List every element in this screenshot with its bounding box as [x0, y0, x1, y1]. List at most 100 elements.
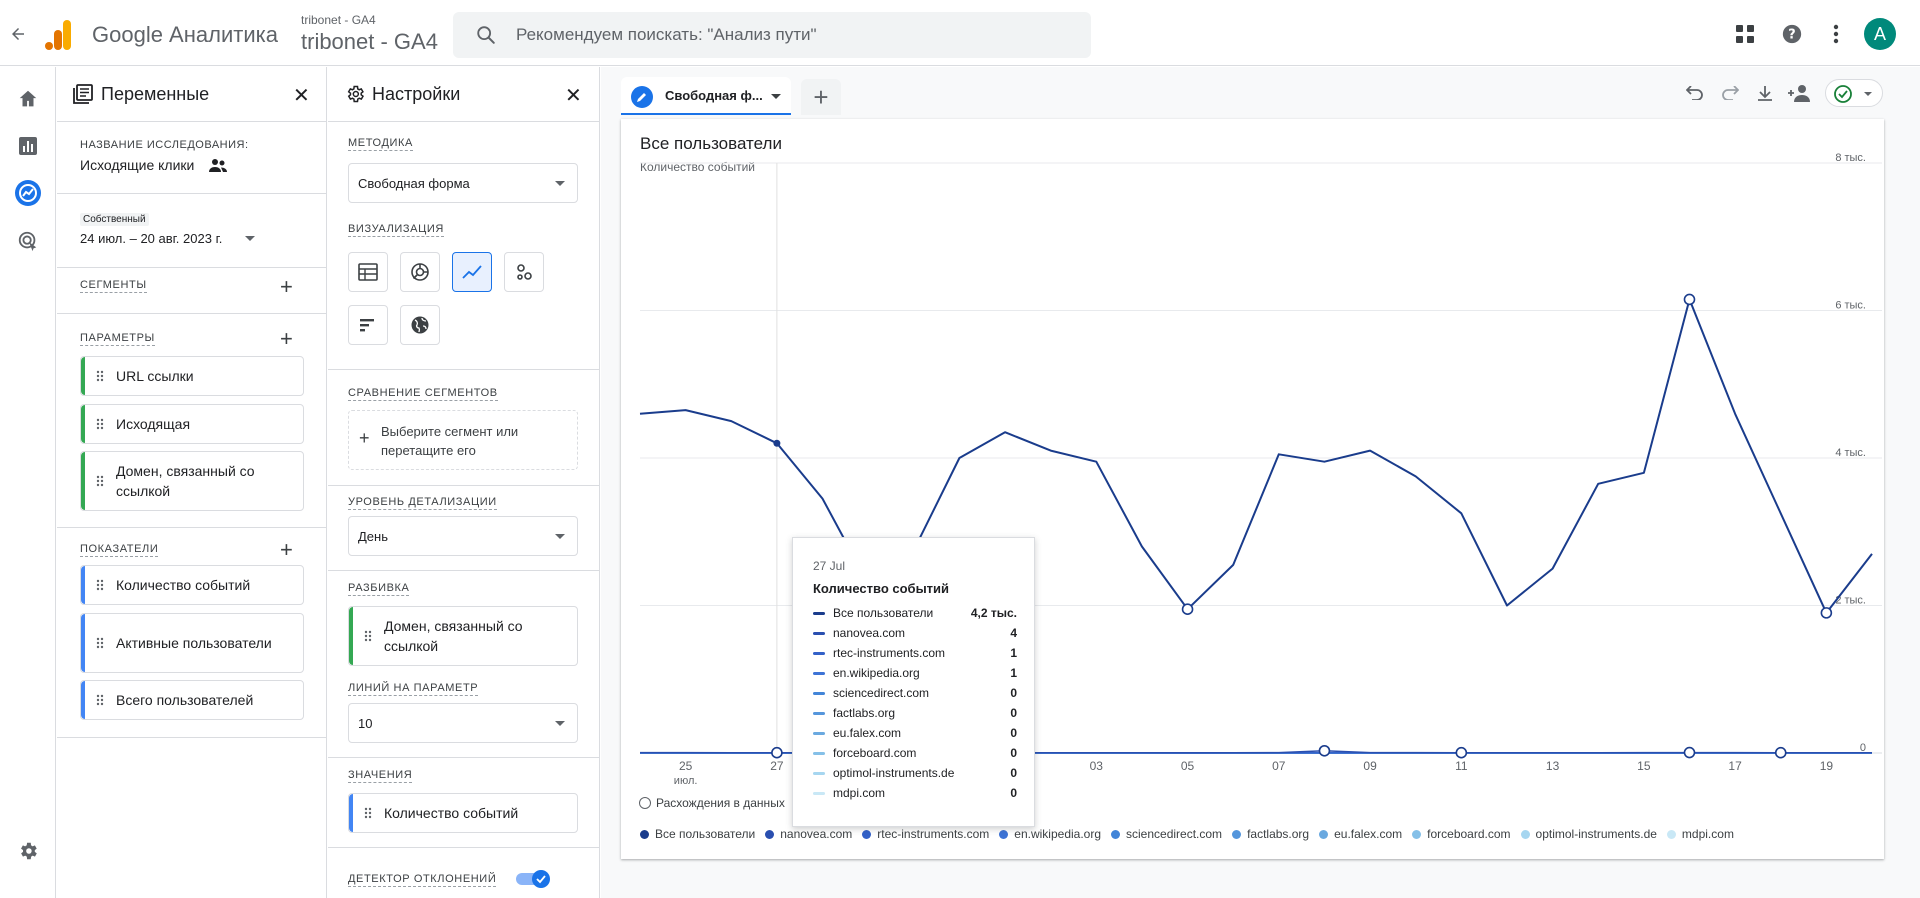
account-name-small[interactable]: tribonet - GA4: [301, 13, 376, 27]
legend-item[interactable]: eu.falex.com: [1319, 827, 1402, 841]
granularity-select[interactable]: День: [348, 516, 578, 556]
x-tick-label: 11: [1455, 759, 1468, 773]
divider: [57, 193, 326, 194]
add-segment-button[interactable]: +: [280, 274, 293, 299]
drag-handle-icon[interactable]: [364, 630, 372, 642]
add-param-button[interactable]: +: [280, 326, 293, 351]
add-metric-button[interactable]: +: [280, 537, 293, 562]
metric-chip[interactable]: Всего пользователей: [80, 680, 304, 720]
redo-icon[interactable]: [1718, 81, 1742, 105]
anomaly-toggle[interactable]: [515, 870, 551, 888]
home-icon[interactable]: [14, 85, 42, 113]
viz-geo-button[interactable]: [400, 305, 440, 345]
date-range[interactable]: 24 июл. – 20 авг. 2023 г.: [80, 231, 223, 246]
more-vert-icon[interactable]: [1824, 22, 1848, 46]
help-icon[interactable]: ?: [1780, 22, 1804, 46]
param-color-bar: [81, 452, 85, 510]
tab-freeform[interactable]: Свободная ф...: [621, 77, 791, 115]
settings-panel-header: Настройки ✕: [328, 67, 599, 122]
drag-handle-icon[interactable]: [96, 637, 104, 649]
search-bar[interactable]: Рекомендуем поискать: "Анализ пути": [453, 12, 1091, 58]
tooltip-series-name: Все пользователи: [833, 606, 934, 620]
params-label: ПАРАМЕТРЫ: [80, 332, 155, 346]
anomaly-point: [1455, 746, 1468, 759]
viz-line-button[interactable]: [452, 252, 492, 292]
close-icon[interactable]: ✕: [293, 85, 310, 107]
line-chart[interactable]: 02 тыс.4 тыс.6 тыс.8 тыс.252729310305070…: [621, 150, 1884, 800]
apps-grid-icon[interactable]: [1733, 22, 1757, 46]
property-selector[interactable]: tribonet - GA4: [301, 29, 438, 54]
viz-donut-button[interactable]: [400, 252, 440, 292]
method-select[interactable]: Свободная форма: [348, 163, 578, 203]
close-icon[interactable]: ✕: [565, 85, 582, 107]
drag-handle-icon[interactable]: [96, 370, 104, 382]
explore-icon[interactable]: [14, 179, 42, 207]
drag-handle-icon[interactable]: [96, 475, 104, 487]
legend-dot: [1520, 829, 1530, 839]
anomaly-point: [1318, 744, 1331, 757]
compare-segments-label: СРАВНЕНИЕ СЕГМЕНТОВ: [348, 387, 498, 401]
metric-chip[interactable]: Количество событий: [80, 565, 304, 605]
status-check-button[interactable]: [1825, 79, 1883, 107]
drag-handle-icon[interactable]: [96, 694, 104, 706]
granularity-label: УРОВЕНЬ ДЕТАЛИЗАЦИИ: [348, 496, 497, 510]
viz-table-button[interactable]: [348, 252, 388, 292]
param-chip[interactable]: Домен, связанный со ссылкой: [80, 451, 304, 511]
chevron-down-icon[interactable]: [245, 236, 255, 241]
drag-handle-icon[interactable]: [96, 418, 104, 430]
param-chip[interactable]: URL ссылки: [80, 356, 304, 396]
legend-item[interactable]: rtec-instruments.com: [862, 827, 989, 841]
viz-scatter-button[interactable]: [504, 252, 544, 292]
tooltip-series-value: 0: [1010, 746, 1017, 760]
legend-label: nanovea.com: [780, 827, 853, 841]
legend-dot: [999, 829, 1009, 839]
tooltip-series-name: sciencedirect.com: [833, 686, 930, 700]
study-name[interactable]: Исходящие клики: [80, 157, 195, 173]
metric-label: Всего пользователей: [116, 692, 254, 708]
share-users-icon[interactable]: [1788, 81, 1812, 105]
admin-gear-icon[interactable]: [14, 837, 42, 865]
divider: [328, 485, 599, 486]
tooltip-series-value: 0: [1010, 706, 1017, 720]
people-icon: [209, 159, 227, 172]
legend-item[interactable]: factlabs.org: [1232, 827, 1309, 841]
param-chip[interactable]: Исходящая: [80, 404, 304, 444]
param-color-bar: [349, 607, 353, 665]
drag-handle-icon[interactable]: [364, 807, 372, 819]
hover-point: [773, 439, 781, 447]
legend-item[interactable]: sciencedirect.com: [1111, 827, 1222, 841]
add-icon: +: [359, 428, 370, 448]
segment-drop-zone[interactable]: + Выберите сегмент или перетащите его: [348, 410, 578, 470]
advertising-icon[interactable]: [14, 227, 42, 255]
lines-per-param-select[interactable]: 10: [348, 703, 578, 743]
variables-icon: [73, 84, 93, 104]
tooltip-row: mdpi.com 0: [813, 785, 1017, 803]
tooltip-series-name: factlabs.org: [833, 706, 896, 720]
download-icon[interactable]: [1753, 81, 1777, 105]
add-tab-button[interactable]: +: [801, 79, 841, 115]
legend-item[interactable]: en.wikipedia.org: [999, 827, 1101, 841]
chevron-down-icon[interactable]: [771, 94, 781, 99]
arrow-back-icon[interactable]: [4, 20, 32, 48]
reports-icon[interactable]: [14, 132, 42, 160]
values-chip[interactable]: Количество событий: [348, 793, 578, 833]
undo-icon[interactable]: [1683, 81, 1707, 105]
x-tick-label: 13: [1546, 759, 1560, 773]
search-placeholder: Рекомендуем поискать: "Анализ пути": [516, 25, 817, 44]
breakdown-chip[interactable]: Домен, связанный со ссылкой: [348, 606, 578, 666]
legend-dot: [1232, 829, 1242, 839]
legend-item[interactable]: Все пользователи: [640, 827, 755, 841]
tooltip-swatch: [813, 672, 825, 675]
metric-chip[interactable]: Активные пользователи: [80, 613, 304, 673]
analytics-logo-icon: [45, 20, 71, 50]
y-tick-label: 4 тыс.: [1835, 447, 1866, 459]
legend-item[interactable]: optimol-instruments.de: [1520, 827, 1657, 841]
metric-label: Количество событий: [116, 577, 251, 593]
legend-item[interactable]: mdpi.com: [1666, 827, 1734, 841]
drag-handle-icon[interactable]: [96, 579, 104, 591]
study-name-label: НАЗВАНИЕ ИССЛЕДОВАНИЯ:: [80, 139, 249, 151]
avatar[interactable]: A: [1864, 18, 1896, 50]
legend-item[interactable]: nanovea.com: [765, 827, 852, 841]
viz-bar-button[interactable]: [348, 305, 388, 345]
legend-item[interactable]: forceboard.com: [1412, 827, 1511, 841]
